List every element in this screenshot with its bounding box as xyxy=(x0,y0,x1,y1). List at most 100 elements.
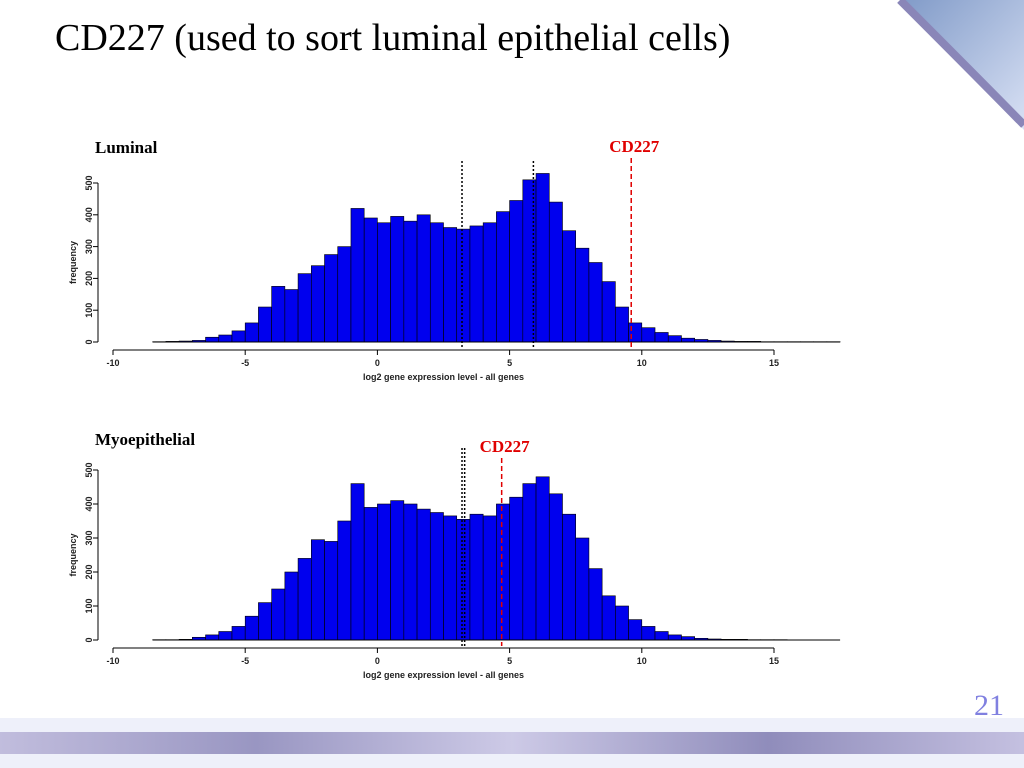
bar xyxy=(509,496,524,641)
bar xyxy=(324,541,339,641)
bar xyxy=(310,539,325,641)
y-tick-label: 300 xyxy=(84,530,94,545)
y-tick-label: 0 xyxy=(84,339,94,344)
bar xyxy=(443,515,458,641)
bar xyxy=(218,334,233,343)
bar xyxy=(615,605,629,641)
x-tick-label: 5 xyxy=(507,358,512,368)
bar xyxy=(456,228,471,343)
chart-title: Luminal xyxy=(95,138,158,157)
x-axis-label: log2 gene expression level - all genes xyxy=(363,670,524,680)
bar xyxy=(601,281,616,343)
bar xyxy=(588,262,603,343)
bar xyxy=(469,513,484,641)
bar xyxy=(363,507,378,641)
bar xyxy=(628,322,643,343)
bar xyxy=(350,208,365,343)
bar xyxy=(377,222,391,343)
bar xyxy=(522,483,537,641)
x-tick-label: -10 xyxy=(106,358,119,368)
chart-title: Myoepithelial xyxy=(95,430,195,449)
bar xyxy=(482,222,497,343)
bar xyxy=(496,503,510,641)
bar xyxy=(390,216,405,343)
bar xyxy=(562,513,576,641)
bar xyxy=(324,254,339,343)
y-tick-label: 300 xyxy=(84,239,94,254)
y-tick-label: 0 xyxy=(84,637,94,642)
bar xyxy=(615,306,629,343)
bar xyxy=(588,568,603,641)
x-tick-label: 10 xyxy=(637,656,647,666)
y-tick-label: 500 xyxy=(84,175,94,190)
bar xyxy=(231,330,246,343)
bar xyxy=(548,201,563,343)
bar xyxy=(681,337,695,343)
bar xyxy=(244,322,259,343)
bar xyxy=(403,220,418,343)
bar xyxy=(337,520,352,641)
bar xyxy=(456,518,471,641)
marker-label: CD227 xyxy=(480,437,531,456)
y-axis-label: frequency xyxy=(68,533,78,576)
corner-helix xyxy=(897,0,1024,128)
bar xyxy=(390,500,405,641)
bar xyxy=(562,230,576,343)
y-tick-label: 500 xyxy=(84,462,94,477)
bar xyxy=(654,332,669,343)
bar xyxy=(509,200,524,343)
bar xyxy=(416,214,431,343)
bar xyxy=(297,558,312,641)
bar xyxy=(337,246,352,343)
y-tick-label: 100 xyxy=(84,598,94,613)
bar xyxy=(205,634,220,641)
bar xyxy=(496,211,510,343)
bar xyxy=(482,515,497,641)
bar xyxy=(416,508,431,641)
bar xyxy=(535,476,550,641)
x-tick-label: 10 xyxy=(637,358,647,368)
footer-strip xyxy=(0,732,1024,754)
bar xyxy=(575,537,590,641)
bar xyxy=(218,631,233,641)
y-tick-label: 400 xyxy=(84,207,94,222)
bar xyxy=(641,327,656,343)
page-number: 21 xyxy=(974,689,1004,722)
bar xyxy=(377,503,391,641)
bar xyxy=(297,273,312,343)
bar xyxy=(641,626,656,641)
bar xyxy=(284,289,299,343)
bar xyxy=(231,626,246,641)
bar xyxy=(271,286,286,343)
bar xyxy=(429,222,444,343)
bar xyxy=(258,602,272,641)
bar xyxy=(363,217,378,343)
bar xyxy=(575,247,590,343)
bar xyxy=(601,595,616,641)
x-tick-label: -5 xyxy=(241,358,249,368)
bar xyxy=(628,619,643,641)
y-axis-label: frequency xyxy=(68,241,78,284)
bar xyxy=(350,483,365,641)
x-tick-label: 5 xyxy=(507,656,512,666)
x-tick-label: 15 xyxy=(769,358,779,368)
bar xyxy=(681,636,695,641)
bar xyxy=(443,227,458,343)
y-tick-label: 200 xyxy=(84,564,94,579)
bar xyxy=(654,631,669,641)
bar xyxy=(535,173,550,343)
x-tick-label: -5 xyxy=(241,656,249,666)
x-tick-label: 0 xyxy=(375,358,380,368)
bar xyxy=(548,493,563,641)
bar xyxy=(667,634,682,641)
bar xyxy=(271,588,286,641)
bar xyxy=(429,512,444,641)
x-tick-label: -10 xyxy=(106,656,119,666)
bar xyxy=(244,615,259,641)
x-tick-label: 15 xyxy=(769,656,779,666)
slide-title: CD227 (used to sort luminal epithelial c… xyxy=(55,17,730,59)
y-tick-label: 100 xyxy=(84,303,94,318)
y-tick-label: 200 xyxy=(84,271,94,286)
x-axis-label: log2 gene expression level - all genes xyxy=(363,372,524,382)
